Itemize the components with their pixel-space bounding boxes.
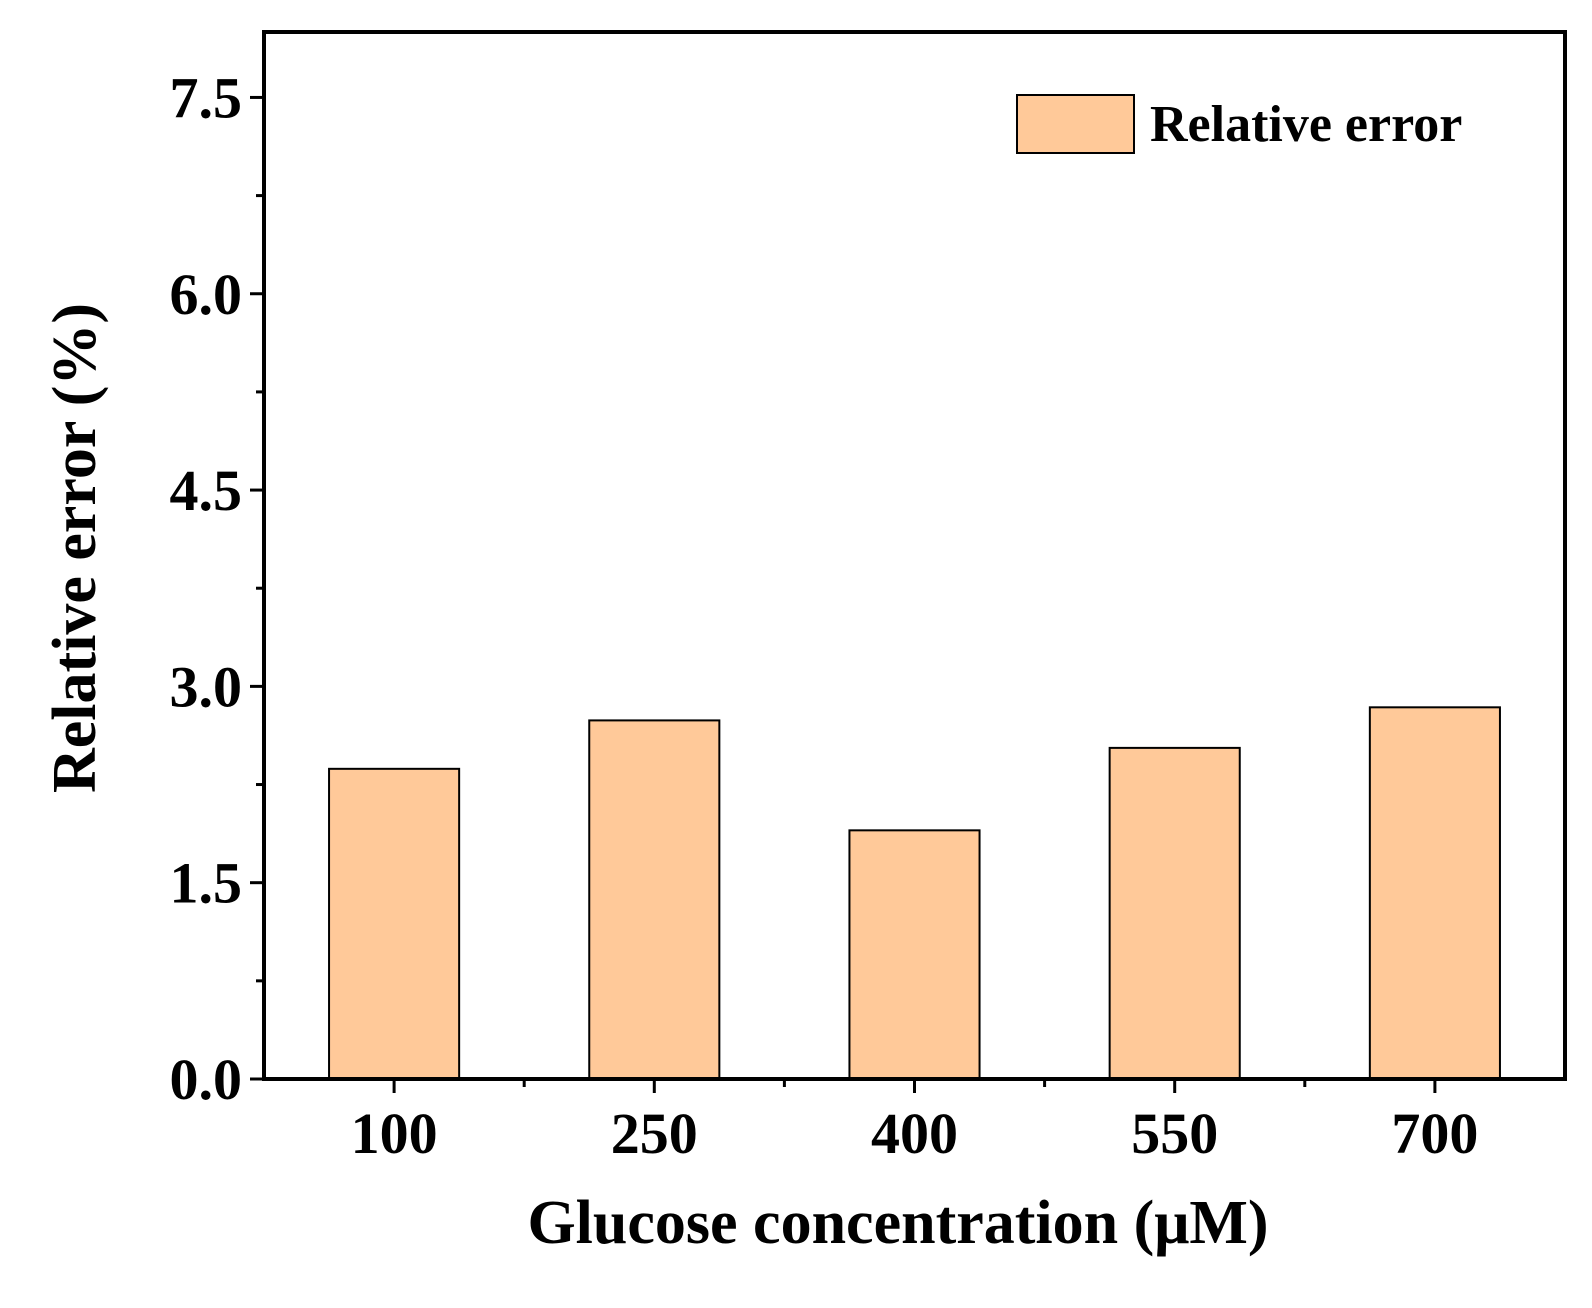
legend-label: Relative error <box>1150 96 1462 153</box>
bars-layer <box>328 706 1501 1081</box>
y-tick-label: 7.5 <box>170 65 243 130</box>
legend: Relative error <box>1016 94 1462 154</box>
legend-swatch <box>1016 94 1135 154</box>
bar-550 <box>1108 746 1241 1080</box>
x-tick-label: 400 <box>871 1101 958 1166</box>
plot-frame <box>262 30 1567 1081</box>
x-tick-label: 250 <box>611 1101 698 1166</box>
bar-100 <box>328 767 461 1080</box>
x-tick-label: 700 <box>1391 1101 1478 1166</box>
y-tick-label: 0.0 <box>170 1047 243 1112</box>
bar-700 <box>1368 706 1501 1080</box>
y-tick-label: 4.5 <box>170 458 243 523</box>
x-axis-title: Glucose concentration (μM) <box>527 1189 1268 1257</box>
x-tick-label: 550 <box>1131 1101 1218 1166</box>
y-axis-title: Relative error (%) <box>41 303 109 793</box>
y-tick-label: 1.5 <box>170 851 243 916</box>
bar-250 <box>588 719 721 1081</box>
y-tick-label: 6.0 <box>170 262 243 327</box>
y-tick-label: 3.0 <box>170 654 243 719</box>
bar-400 <box>848 829 981 1081</box>
x-tick-label: 100 <box>351 1101 438 1166</box>
ticks-layer <box>250 95 1437 1093</box>
x-tick-labels: 100 250 400 550 700 <box>351 1101 1479 1166</box>
y-tick-labels: 0.0 1.5 3.0 4.5 6.0 7.5 <box>170 65 243 1112</box>
